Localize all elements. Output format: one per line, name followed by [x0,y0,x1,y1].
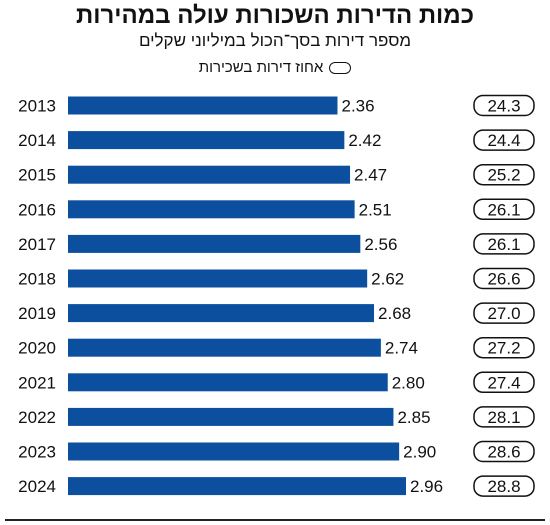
bar-value-label: 2.90 [403,443,436,462]
bar [68,442,400,461]
year-label: 2015 [18,166,56,185]
percent-box [473,302,535,324]
year-label: 2013 [18,97,56,116]
percent-value-label: 28.6 [487,443,520,462]
percent-value-label: 24.3 [487,97,520,116]
bar [68,407,394,426]
percent-box [473,198,535,221]
year-label: 2014 [18,131,56,150]
percent-box [473,267,535,290]
year-label: 2016 [18,200,56,219]
bar-value-label: 2.47 [354,166,387,185]
bar-value-label: 2.42 [348,131,381,150]
percent-value-label: 28.8 [487,477,520,496]
bar [68,269,368,288]
percent-box [473,406,535,428]
bottom-divider [5,519,545,521]
bar [68,96,338,115]
percent-box [473,475,535,497]
bar [68,338,381,357]
bar [68,131,345,150]
legend-label: אחוז דירות בשכירות [198,59,324,76]
bar-value-label: 2.80 [392,373,425,392]
bar [68,234,361,253]
year-label: 2022 [18,408,56,427]
percent-box [473,440,535,463]
percent-value-label: 27.0 [487,304,520,323]
percent-value-label: 26.1 [487,200,520,219]
bar-value-label: 2.36 [341,97,374,116]
percent-value-label: 27.4 [487,373,520,392]
percent-box [473,336,535,359]
percent-value-label: 26.6 [487,270,520,289]
bar-value-label: 2.96 [410,477,443,496]
percent-value-label: 26.1 [487,235,520,254]
percent-box [473,163,535,186]
chart-title: כמות הדירות השכורות עולה במהירות [75,2,474,29]
percent-box [473,94,535,117]
year-label: 2020 [18,339,56,358]
percent-box [473,129,535,151]
percent-value-label: 28.1 [487,408,520,427]
bar-value-label: 2.68 [378,304,411,323]
bar [68,304,375,323]
percent-box [473,371,535,394]
year-label: 2017 [18,235,56,254]
legend: אחוז דירות בשכירות [0,59,550,77]
year-label: 2023 [18,443,56,462]
legend-rounded-box-icon [329,62,352,74]
bar-value-label: 2.74 [385,339,418,358]
year-label: 2024 [18,477,56,496]
bar [68,477,406,496]
bar [68,165,351,184]
percent-value-label: 27.2 [487,339,520,358]
percent-value-label: 25.2 [487,166,520,185]
chart-subtitle: מספר דירות בסך־הכול במיליוני שקלים [138,31,412,50]
year-label: 2019 [18,304,56,323]
bar [68,200,355,219]
year-label: 2018 [18,270,56,289]
bar-value-label: 2.56 [364,235,397,254]
bar-value-label: 2.85 [397,408,430,427]
bar-value-label: 2.51 [359,200,392,219]
bar [68,373,388,392]
year-label: 2021 [18,373,56,392]
percent-value-label: 24.4 [487,131,520,150]
percent-box [473,233,535,255]
bar-value-label: 2.62 [371,270,404,289]
